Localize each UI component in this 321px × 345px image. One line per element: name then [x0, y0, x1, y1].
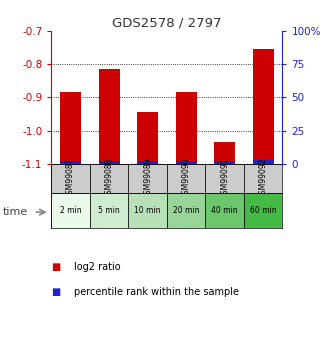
Bar	[167, 164, 205, 193]
Bar	[51, 164, 90, 193]
Text: 2 min: 2 min	[60, 206, 82, 215]
Bar	[214, 161, 235, 164]
Bar	[167, 193, 205, 228]
Text: 60 min: 60 min	[250, 206, 276, 215]
Bar	[60, 92, 81, 164]
Bar	[99, 69, 120, 164]
Bar	[90, 164, 128, 193]
Text: ■: ■	[51, 263, 61, 272]
Text: percentile rank within the sample: percentile rank within the sample	[74, 287, 239, 296]
Bar	[244, 164, 282, 193]
Bar	[253, 49, 274, 164]
Text: time: time	[3, 207, 29, 217]
Bar	[176, 161, 197, 164]
Text: GSM99091: GSM99091	[220, 158, 229, 199]
Bar	[99, 161, 120, 164]
Bar	[90, 193, 128, 228]
Bar	[244, 193, 282, 228]
Bar	[128, 193, 167, 228]
Text: 20 min: 20 min	[173, 206, 199, 215]
Text: GSM99088: GSM99088	[105, 158, 114, 199]
Text: log2 ratio: log2 ratio	[74, 263, 120, 272]
Text: 5 min: 5 min	[98, 206, 120, 215]
Text: GSM99089: GSM99089	[143, 158, 152, 199]
Bar	[253, 160, 274, 164]
Bar	[51, 193, 90, 228]
Bar	[205, 164, 244, 193]
Title: GDS2578 / 2797: GDS2578 / 2797	[112, 17, 222, 30]
Text: ■: ■	[51, 287, 61, 296]
Bar	[205, 193, 244, 228]
Text: GSM99092: GSM99092	[259, 158, 268, 199]
Text: GSM99087: GSM99087	[66, 158, 75, 199]
Text: 40 min: 40 min	[212, 206, 238, 215]
Bar	[137, 161, 158, 164]
Bar	[176, 92, 197, 164]
Bar	[128, 164, 167, 193]
Bar	[137, 112, 158, 164]
Text: 10 min: 10 min	[134, 206, 161, 215]
Bar	[214, 142, 235, 164]
Bar	[60, 161, 81, 164]
Text: GSM99090: GSM99090	[182, 158, 191, 199]
